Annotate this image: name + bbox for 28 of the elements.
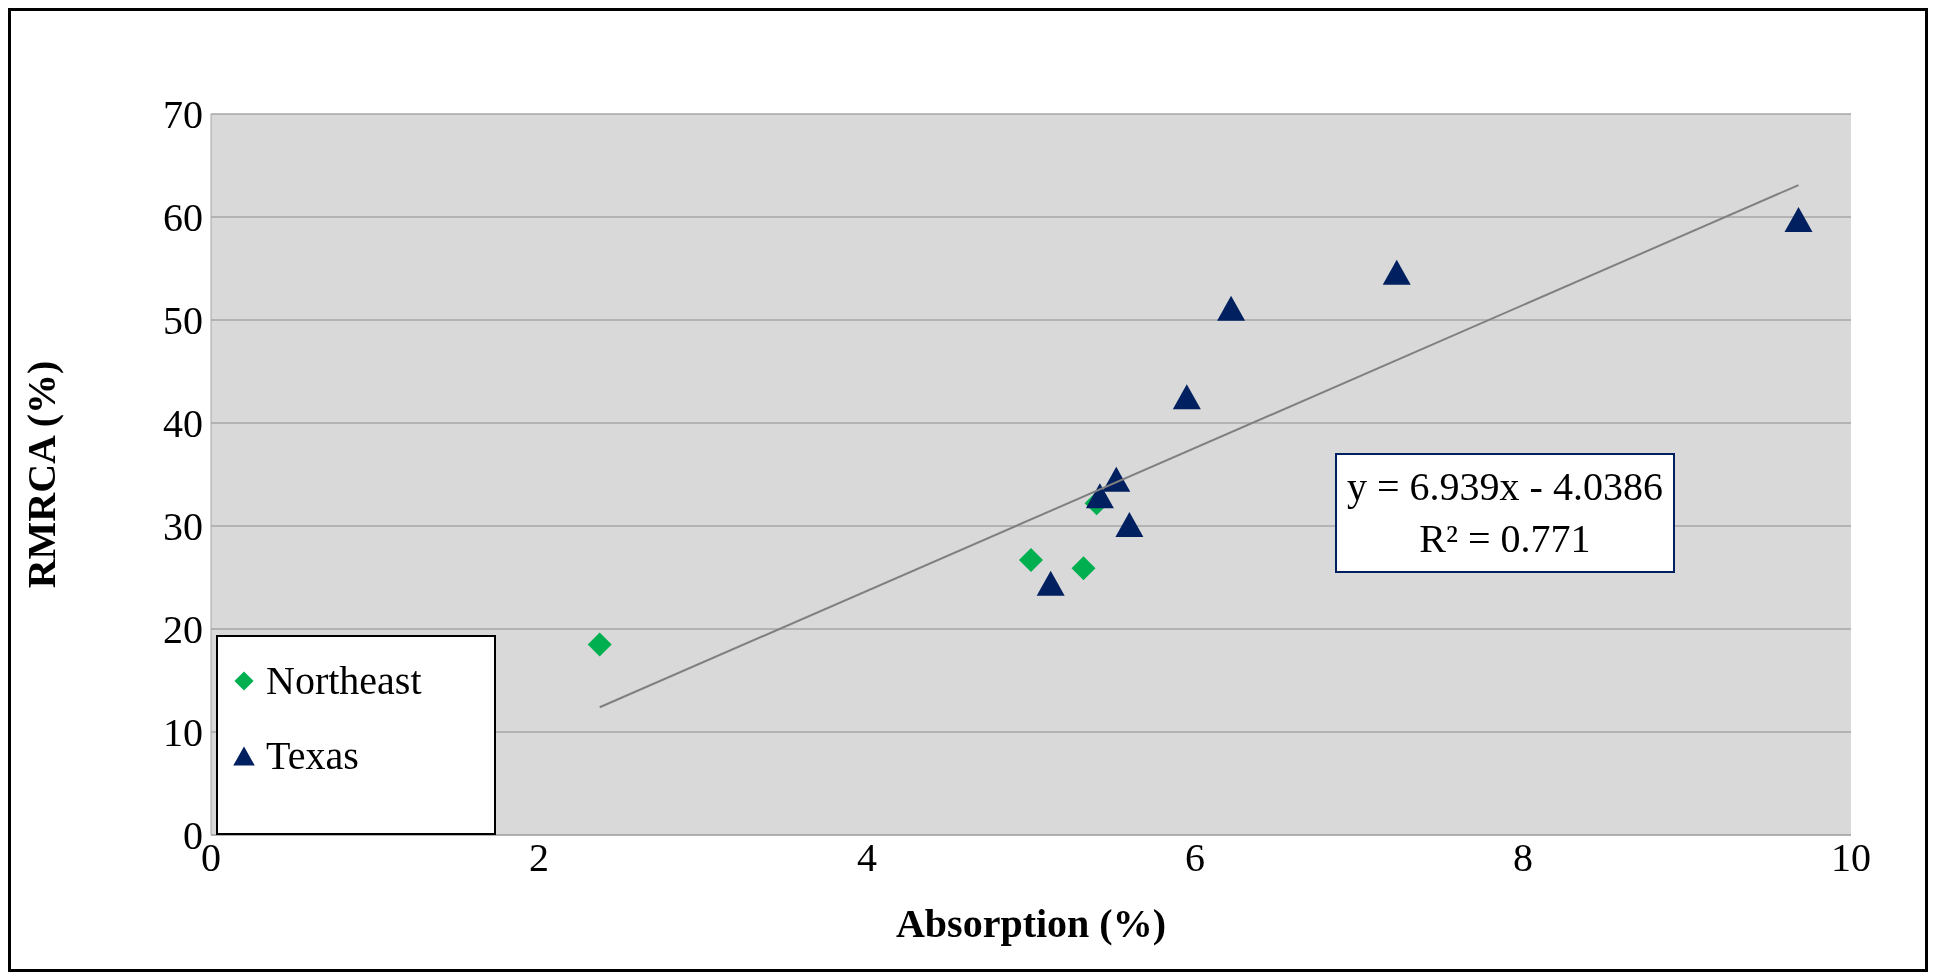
point [1115,512,1144,537]
x-tick-label: 8 [1513,835,1533,881]
x-tick-label: 4 [857,835,877,881]
y-tick-label: 70 [163,92,203,138]
point [1019,547,1043,572]
x-tick-label: 10 [1831,835,1871,881]
point [1382,259,1411,285]
point [1217,295,1246,321]
y-tick-label: 20 [163,607,203,653]
y-tick-label: 50 [163,298,203,344]
x-tick-label: 2 [529,835,549,881]
y-tick-label: 10 [163,710,203,756]
annotation: R² = 0.771 [1418,515,1592,563]
legend-label: Texas [266,732,359,779]
x-tick-label: 6 [1185,835,1205,881]
y-tick-label: 60 [163,195,203,241]
point [1172,384,1201,410]
legend-label: Northeast [266,657,422,704]
annotation: y = 6.939x - 4.0386 [1347,463,1663,511]
y-tick-label: 30 [163,504,203,550]
x-axis-title: Absorption (%) [895,901,1167,946]
point [587,632,612,657]
point [1071,556,1096,581]
y-tick-label: 40 [163,401,203,447]
point [1085,483,1114,509]
y-axis-title: RMRCA (%) [19,360,65,589]
point [1784,207,1813,233]
point [1036,570,1065,596]
